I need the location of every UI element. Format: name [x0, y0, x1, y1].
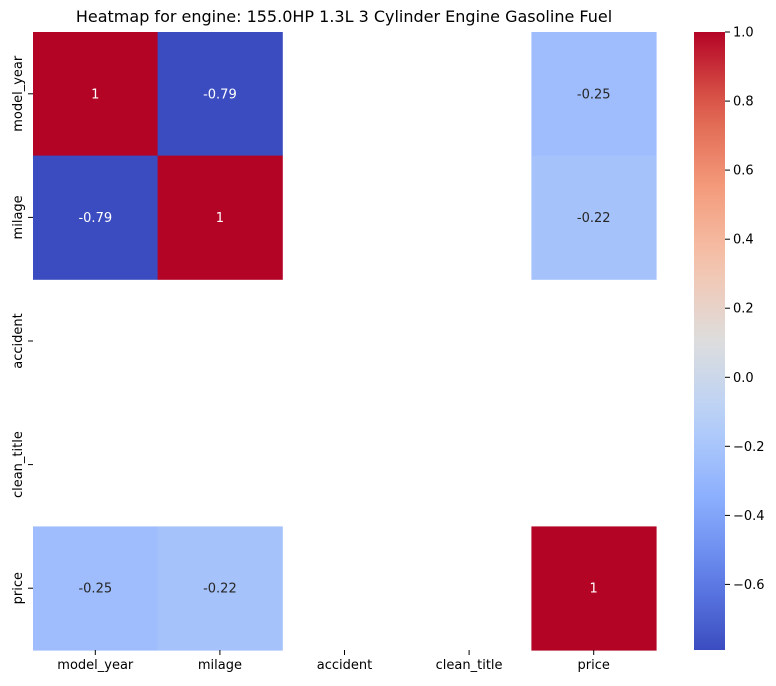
cell-annotation: -0.22: [203, 582, 237, 597]
cell-annotation: -0.79: [78, 211, 112, 226]
colorbar-tick-label: 0.0: [733, 371, 754, 386]
heatmap-cell-price-model_year: [33, 526, 159, 651]
colorbar-tick-label: 0.4: [733, 233, 754, 248]
cell-annotation: 1: [216, 211, 224, 226]
heatmap-cell-model_year-milage: [157, 32, 283, 157]
x-tick-label-accident: accident: [317, 658, 372, 673]
colorbar: −0.6 −0.4 −0.2 0.0 0.2 0.4 0.6 0.8 1.0: [694, 26, 765, 650]
cell-annotation: 1: [590, 582, 598, 597]
cell-annotation: 1: [91, 87, 99, 102]
cell-annotation: -0.22: [577, 211, 611, 226]
x-axis: model_year milage accident clean_title price: [57, 650, 610, 673]
colorbar-tick-label: 0.8: [733, 95, 754, 110]
heatmap-cell-model_year-model_year: [33, 32, 159, 157]
colorbar-tick-label: −0.4: [733, 509, 765, 524]
heatmap-cell-milage-price: [531, 155, 657, 280]
cell-annotation: -0.25: [577, 87, 611, 102]
heatmap-cell-price-milage: [157, 526, 283, 651]
colorbar-tick-label: 0.6: [733, 164, 754, 179]
heatmap-cell-milage-milage: [157, 155, 283, 280]
colorbar-tick-label: −0.6: [733, 578, 765, 593]
chart-title: Heatmap for engine: 155.0HP 1.3L 3 Cylin…: [76, 7, 612, 26]
heatmap-cell-price-price: [531, 526, 657, 651]
y-tick-label-clean_title: clean_title: [11, 431, 26, 498]
heatmap-cell-milage-model_year: [33, 155, 159, 280]
colorbar-tick-label: −0.2: [733, 440, 765, 455]
cell-annotation: -0.79: [203, 87, 237, 102]
y-tick-label-accident: accident: [11, 313, 26, 368]
x-tick-label-price: price: [578, 658, 610, 673]
x-tick-label-clean_title: clean_title: [436, 658, 503, 673]
heatmap-cells: 1 -0.79 -0.25 -0.79 1 -0.22 -0.25 -0.22 1: [33, 32, 657, 651]
heatmap-cell-model_year-price: [531, 32, 657, 157]
x-tick-label-milage: milage: [198, 658, 242, 673]
colorbar-tick-label: 1.0: [733, 26, 754, 41]
y-tick-label-price: price: [11, 572, 26, 604]
y-tick-label-milage: milage: [11, 195, 26, 239]
colorbar-gradient: [694, 32, 725, 650]
cell-annotation: -0.25: [78, 582, 112, 597]
colorbar-tick-label: 0.2: [733, 302, 754, 317]
x-tick-label-model_year: model_year: [57, 658, 134, 673]
y-tick-label-model_year: model_year: [11, 55, 26, 132]
